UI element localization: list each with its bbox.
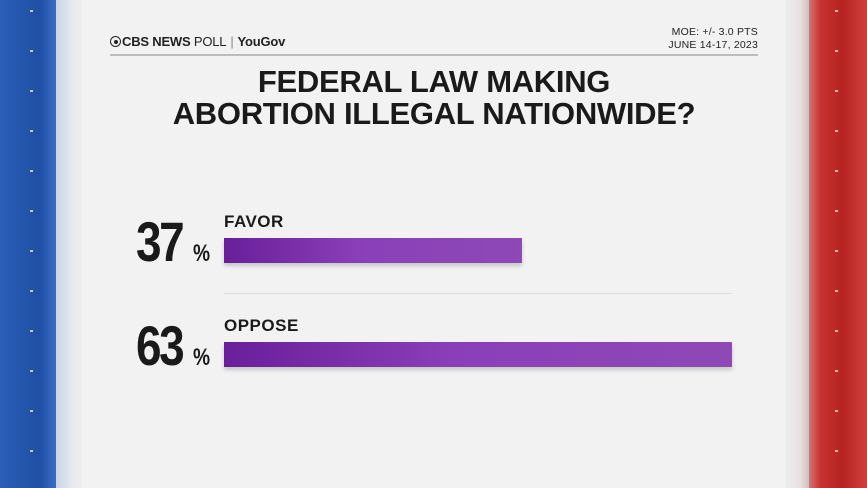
brand-poll: POLL [193, 34, 227, 49]
bar [224, 342, 732, 367]
stripe-rivet [835, 410, 838, 412]
poll-dates: JUNE 14-17, 2023 [668, 39, 758, 51]
stripe-rivet [30, 90, 33, 92]
stripe-rivet [835, 130, 838, 132]
stripe-rivet [835, 210, 838, 212]
stripe-rivet [835, 50, 838, 52]
left-stripe-rivets [30, 0, 34, 488]
stripe-rivet [835, 90, 838, 92]
data-label-value: 63 [136, 314, 185, 377]
stripe-rivet [835, 170, 838, 172]
chart-title-line-1: FEDERAL LAW MAKING [257, 64, 611, 99]
right-stripe-rivets [835, 0, 839, 488]
cbs-eye-icon [110, 36, 121, 47]
stripe-rivet [30, 290, 33, 292]
stripe-rivet [835, 330, 838, 332]
stripe-rivet [30, 410, 33, 412]
cbs-yougov-logo: CBS NEWS POLL | YouGov [110, 34, 285, 49]
stripe-rivet [835, 290, 838, 292]
chart-title: FEDERAL LAW MAKING ABORTION ILLEGAL NATI… [110, 66, 758, 130]
margin-of-error: MOE: +/- 3.0 PTS [671, 26, 758, 38]
stripe-rivet [30, 330, 33, 332]
stripe-rivet [835, 10, 838, 12]
left-stripe-edge [56, 0, 82, 488]
stripe-rivet [30, 250, 33, 252]
data-label-percent-sign: % [193, 240, 211, 267]
category-label: FAVOR [224, 212, 284, 231]
right-red-stripe [805, 0, 867, 488]
brand-network: CBS NEWS [122, 34, 191, 49]
category-label: OPPOSE [224, 316, 299, 335]
bar [224, 238, 522, 263]
stripe-rivet [30, 210, 33, 212]
stripe-rivet [30, 50, 33, 52]
stripe-rivet [30, 450, 33, 452]
stripe-rivet [30, 370, 33, 372]
brand-separator: | [230, 34, 234, 49]
row-divider [224, 293, 732, 294]
stripe-rivet [30, 170, 33, 172]
stripe-rivet [835, 250, 838, 252]
data-label-value: 37 [136, 210, 185, 273]
poll-metadata: MOE: +/- 3.0 PTS JUNE 14-17, 2023 [668, 26, 758, 52]
data-label-percent-sign: % [193, 344, 211, 371]
right-stripe-edge [785, 0, 809, 488]
stripe-rivet [30, 130, 33, 132]
stripe-rivet [835, 370, 838, 372]
stripe-rivet [835, 450, 838, 452]
chart-title-line-2: ABORTION ILLEGAL NATIONWIDE? [172, 96, 696, 131]
brand-partner: YouGov [237, 34, 286, 49]
stripe-rivet [30, 10, 33, 12]
poll-header: CBS NEWS POLL | YouGov MOE: +/- 3.0 PTS JU… [110, 26, 758, 56]
